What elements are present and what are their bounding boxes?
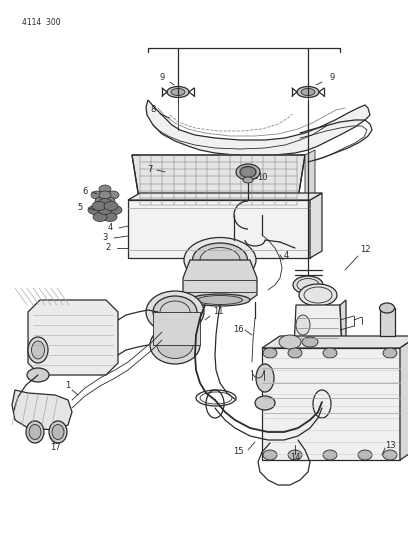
Polygon shape [380, 308, 395, 336]
Text: 13: 13 [385, 440, 395, 449]
Text: 9: 9 [160, 74, 164, 83]
Ellipse shape [263, 450, 277, 460]
Ellipse shape [299, 284, 337, 306]
Ellipse shape [293, 276, 323, 294]
Polygon shape [12, 390, 72, 430]
Ellipse shape [29, 424, 41, 440]
Polygon shape [294, 305, 342, 348]
Ellipse shape [243, 177, 253, 183]
Polygon shape [262, 348, 400, 460]
Ellipse shape [167, 86, 189, 98]
Ellipse shape [197, 295, 242, 304]
Polygon shape [262, 336, 408, 348]
Ellipse shape [27, 368, 49, 382]
Ellipse shape [171, 88, 185, 95]
Ellipse shape [302, 337, 318, 347]
Ellipse shape [146, 291, 204, 333]
Ellipse shape [288, 450, 302, 460]
Ellipse shape [358, 450, 372, 460]
Ellipse shape [297, 86, 319, 98]
Ellipse shape [52, 424, 64, 440]
Ellipse shape [323, 348, 337, 358]
Ellipse shape [103, 213, 117, 222]
Text: 4: 4 [284, 251, 288, 260]
Text: 10: 10 [257, 174, 267, 182]
Ellipse shape [98, 198, 112, 207]
Text: 3: 3 [102, 233, 108, 243]
Ellipse shape [104, 201, 118, 211]
Text: 2: 2 [105, 244, 111, 253]
Ellipse shape [296, 315, 310, 335]
Ellipse shape [28, 337, 48, 363]
Ellipse shape [193, 243, 248, 277]
Ellipse shape [31, 341, 44, 359]
Text: 7: 7 [147, 166, 153, 174]
Ellipse shape [383, 348, 397, 358]
Ellipse shape [92, 201, 106, 211]
Polygon shape [183, 260, 257, 300]
Ellipse shape [256, 364, 274, 392]
Ellipse shape [279, 335, 301, 349]
Text: 11: 11 [213, 308, 223, 317]
Text: 14: 14 [290, 454, 300, 463]
Polygon shape [305, 150, 315, 205]
Ellipse shape [88, 206, 102, 214]
Ellipse shape [240, 166, 256, 177]
Ellipse shape [323, 450, 337, 460]
Text: 12: 12 [360, 246, 370, 254]
Ellipse shape [301, 88, 315, 95]
Ellipse shape [103, 197, 115, 205]
Ellipse shape [153, 296, 197, 328]
Ellipse shape [236, 164, 260, 180]
Ellipse shape [108, 206, 122, 214]
Polygon shape [146, 100, 370, 156]
Polygon shape [153, 312, 200, 345]
Ellipse shape [91, 191, 103, 199]
Text: 9: 9 [329, 74, 335, 83]
Polygon shape [400, 336, 408, 460]
Text: 1: 1 [65, 381, 71, 390]
Ellipse shape [98, 206, 112, 214]
Polygon shape [310, 193, 322, 258]
Polygon shape [128, 193, 322, 200]
Text: 16: 16 [233, 326, 243, 335]
Text: 15: 15 [233, 448, 243, 456]
Text: 17: 17 [50, 443, 60, 453]
Text: 6: 6 [82, 188, 88, 197]
Text: 4: 4 [107, 223, 113, 232]
Polygon shape [128, 200, 310, 258]
Polygon shape [340, 300, 346, 348]
Ellipse shape [383, 450, 397, 460]
Ellipse shape [26, 421, 44, 443]
Ellipse shape [255, 396, 275, 410]
Ellipse shape [93, 213, 107, 222]
Polygon shape [132, 155, 305, 205]
Ellipse shape [263, 348, 277, 358]
Ellipse shape [184, 238, 256, 282]
Ellipse shape [99, 185, 111, 193]
Ellipse shape [150, 326, 200, 364]
Ellipse shape [379, 303, 395, 313]
Text: 4114  300: 4114 300 [22, 18, 61, 27]
Ellipse shape [157, 332, 193, 359]
Text: 8: 8 [150, 106, 156, 115]
Ellipse shape [49, 421, 67, 443]
Ellipse shape [95, 197, 107, 205]
Ellipse shape [190, 294, 250, 306]
Ellipse shape [288, 348, 302, 358]
Ellipse shape [99, 191, 111, 199]
Ellipse shape [107, 191, 119, 199]
Polygon shape [28, 300, 118, 375]
Text: 5: 5 [78, 204, 83, 213]
